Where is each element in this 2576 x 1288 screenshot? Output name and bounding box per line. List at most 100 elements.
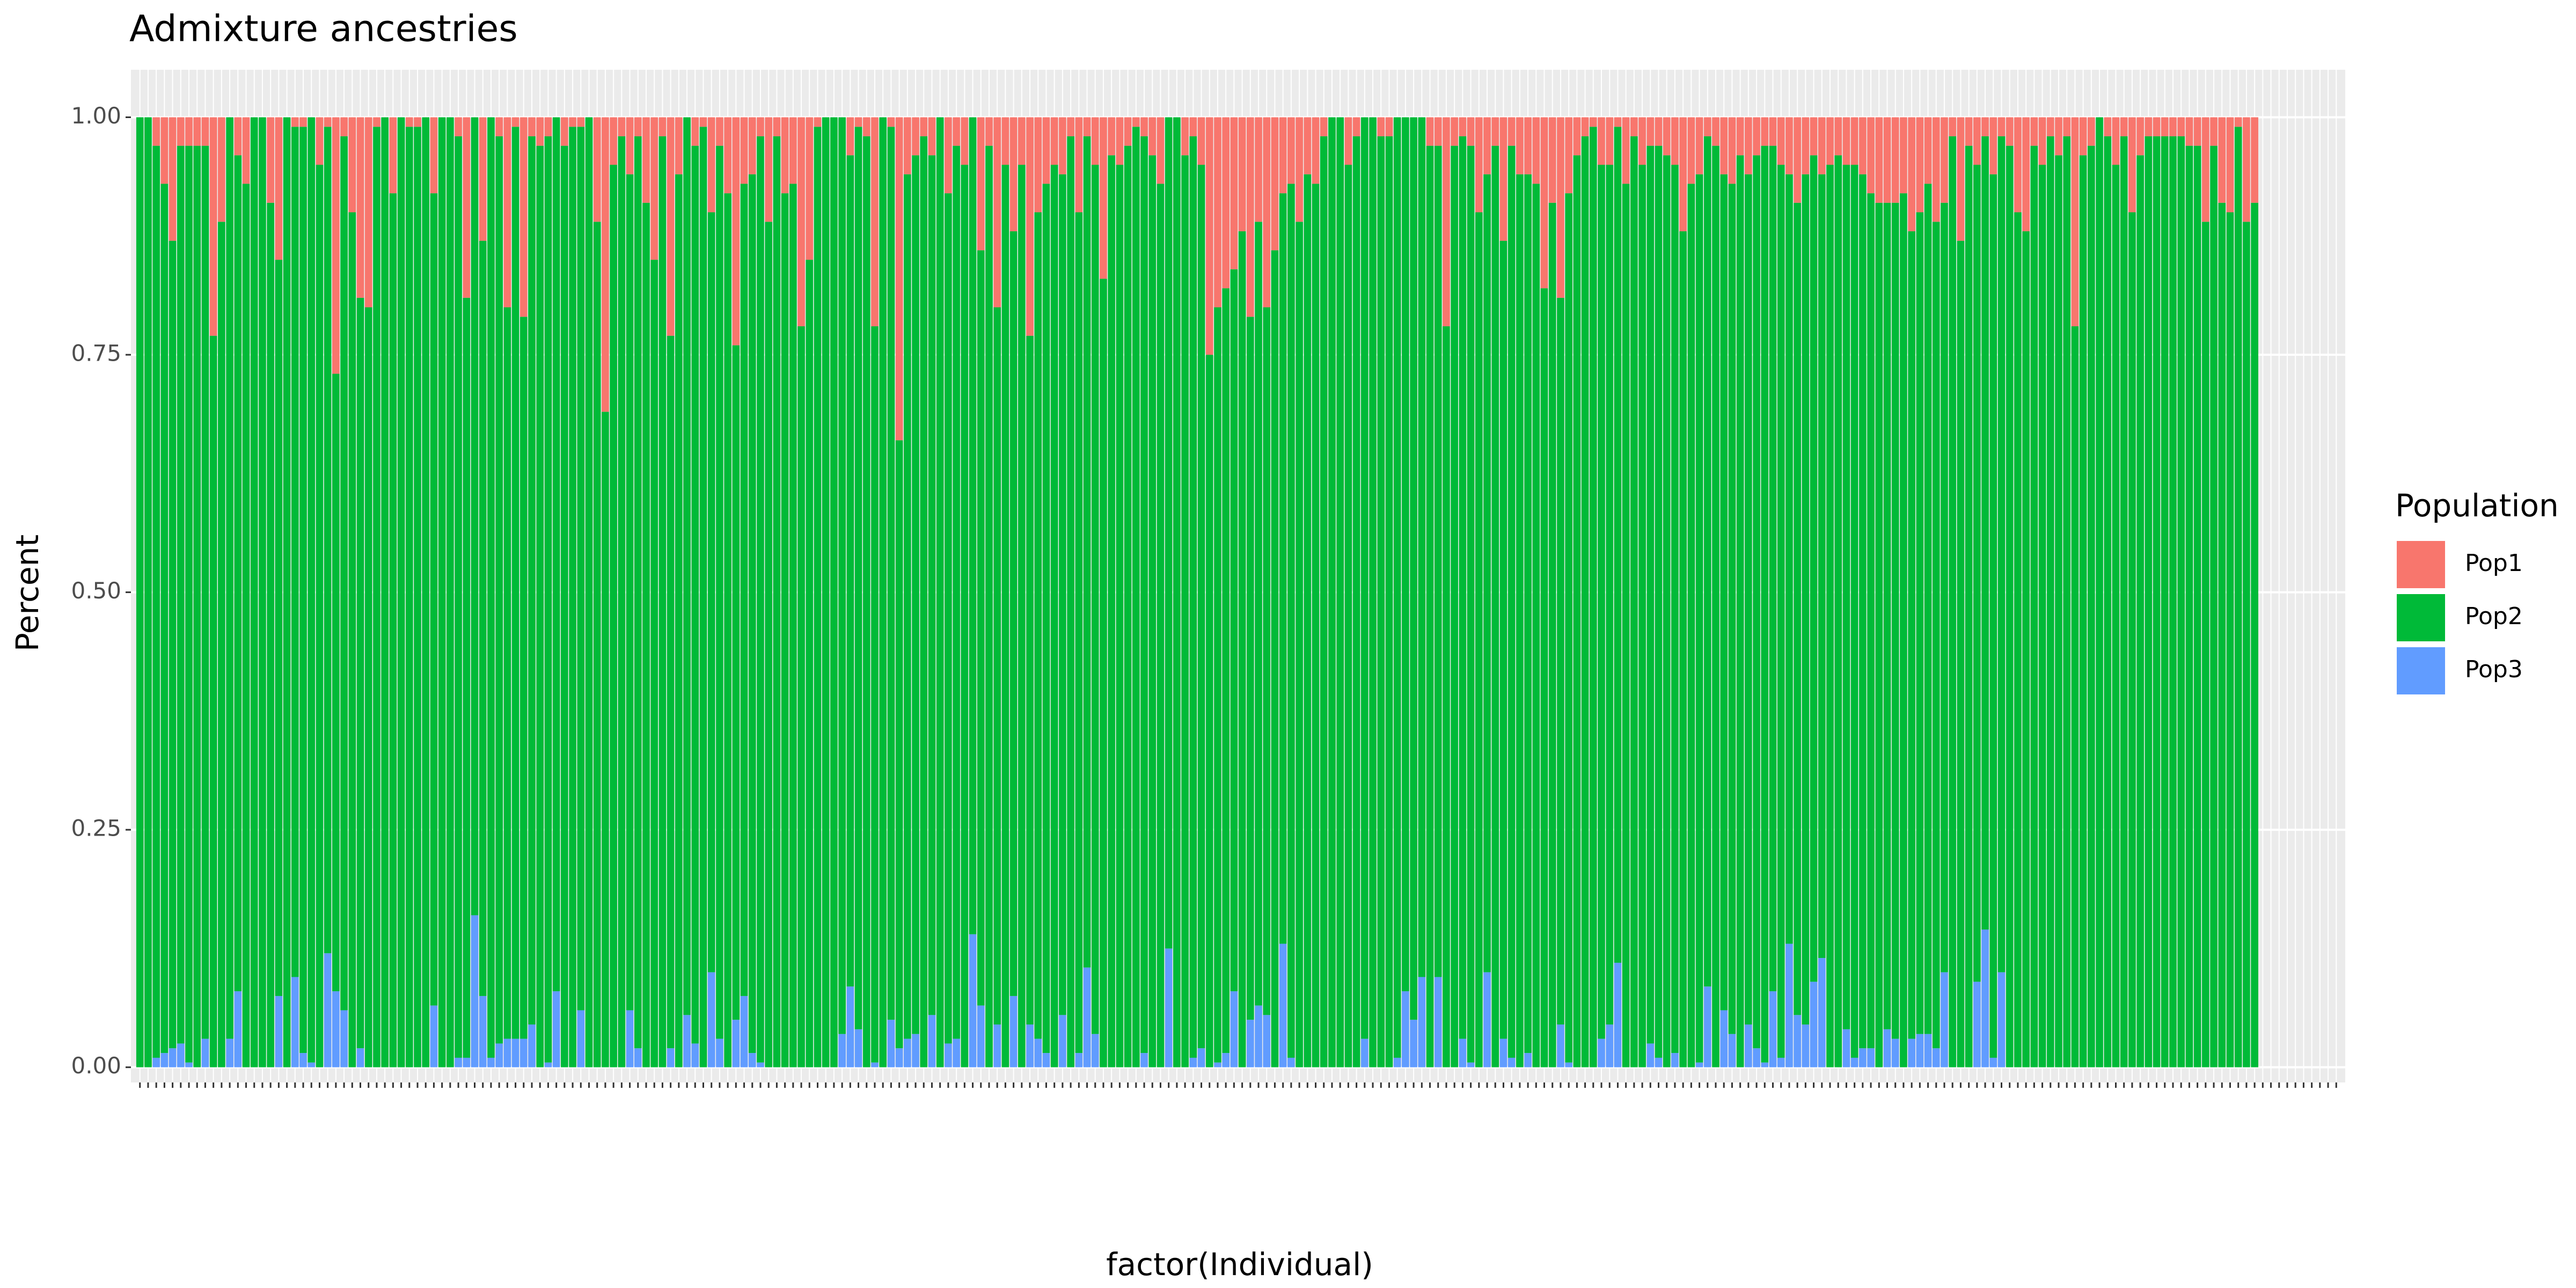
- bar-segment: [1532, 117, 1540, 184]
- bar-segment: [1794, 202, 1801, 1015]
- bar-segment: [1703, 986, 1711, 1067]
- bar-segment: [503, 307, 511, 1039]
- bar-segment: [381, 117, 389, 1067]
- bar-segment: [1410, 117, 1417, 1020]
- bar-segment: [1091, 1034, 1099, 1067]
- bar-segment: [291, 977, 299, 1067]
- bar-segment: [903, 117, 911, 174]
- bar-segment: [519, 317, 528, 1039]
- bar-segment: [340, 117, 348, 136]
- bar-segment: [634, 117, 642, 136]
- bar-segment: [1949, 117, 1957, 136]
- bar-segment: [479, 996, 487, 1067]
- bar-segment: [748, 1053, 756, 1067]
- bar-segment: [757, 1062, 764, 1067]
- bar-segment: [1042, 1053, 1050, 1067]
- bar-segment: [218, 117, 225, 222]
- bar-segment: [1124, 117, 1132, 146]
- bar-segment: [699, 117, 707, 127]
- bar-segment: [185, 117, 193, 146]
- bar-segment: [912, 155, 919, 1034]
- bar-segment: [1924, 1034, 1932, 1067]
- bar-segment: [1304, 117, 1312, 174]
- bar-segment: [1883, 117, 1891, 203]
- bar-segment: [838, 1034, 846, 1067]
- bar-segment: [2046, 136, 2054, 1067]
- bar-segment: [1924, 117, 1932, 184]
- bar-segment: [1083, 136, 1091, 968]
- bar-segment: [1296, 117, 1303, 222]
- bar-segment: [985, 117, 993, 146]
- bar-segment: [1344, 165, 1352, 1067]
- bar-segment: [1507, 145, 1516, 1058]
- bar-segment: [1083, 967, 1091, 1067]
- bar-segment: [1548, 117, 1556, 203]
- bar-segment: [1695, 174, 1703, 1063]
- bar-segment: [1997, 117, 2006, 136]
- bar-segment: [185, 145, 193, 1063]
- bar-segment: [495, 136, 503, 1044]
- bar-segment: [1255, 222, 1262, 1006]
- bar-segment: [1777, 1057, 1785, 1067]
- y-tick-label: 1.00: [71, 103, 121, 129]
- bar-segment: [528, 136, 536, 1025]
- bar-segment: [455, 136, 462, 1058]
- bar-segment: [748, 174, 756, 1053]
- bar-segment: [789, 117, 797, 184]
- bar-segment: [1009, 117, 1018, 231]
- bar-segment: [1238, 231, 1246, 1067]
- bar-segment: [1941, 117, 1948, 203]
- bar-segment: [2251, 202, 2258, 1067]
- bar-segment: [1516, 174, 1524, 1067]
- bar-segment: [1132, 117, 1140, 127]
- bar-segment: [463, 1057, 471, 1067]
- bar-segment: [324, 117, 332, 127]
- bar-segment: [1932, 117, 1940, 222]
- bar-segment: [2014, 117, 2022, 213]
- bar-segment: [503, 1038, 511, 1067]
- bar-segment: [1989, 174, 1997, 1058]
- bar-segment: [936, 117, 944, 1067]
- bar-segment: [1287, 184, 1295, 1058]
- bar-segment: [1753, 117, 1760, 156]
- bar-segment: [814, 127, 822, 1067]
- bar-segment: [912, 117, 919, 156]
- bar-segment: [152, 1057, 160, 1067]
- bar-segment: [479, 117, 487, 241]
- bar-segment: [2226, 212, 2234, 1067]
- bar-segment: [1516, 117, 1524, 174]
- bar-segment: [1630, 136, 1638, 1067]
- bar-segment: [471, 117, 479, 916]
- bar-segment: [1614, 117, 1622, 127]
- bar-segment: [275, 117, 283, 260]
- bar-segment: [993, 1024, 1001, 1067]
- bar-segment: [389, 193, 397, 1067]
- bar-segment: [1581, 136, 1589, 1067]
- bar-segment: [1034, 212, 1042, 1039]
- bar-segment: [1671, 117, 1679, 165]
- bar-segment: [2055, 117, 2062, 156]
- bar-segment: [226, 117, 233, 1039]
- bar-segment: [1246, 117, 1254, 317]
- bar-segment: [528, 1024, 536, 1067]
- bar-segment: [1802, 1024, 1810, 1067]
- bar-segment: [1728, 184, 1736, 1034]
- bar-segment: [1802, 117, 1810, 174]
- bar-segment: [1900, 117, 1907, 194]
- bar-segment: [846, 117, 854, 156]
- bar-segment: [2063, 136, 2071, 1067]
- bar-segment: [2088, 117, 2095, 146]
- bar-segment: [846, 986, 854, 1067]
- bar-segment: [1360, 1038, 1368, 1067]
- bar-segment: [1850, 117, 1858, 165]
- bar-segment: [2104, 136, 2112, 1067]
- legend-key: [2397, 647, 2445, 694]
- bar-segment: [961, 117, 969, 165]
- bar-segment: [716, 117, 723, 146]
- bar-segment: [846, 155, 854, 987]
- bar-segment: [1050, 165, 1058, 1067]
- bar-segment: [2145, 117, 2153, 136]
- bar-segment: [806, 117, 814, 260]
- bar-segment: [1532, 184, 1540, 1067]
